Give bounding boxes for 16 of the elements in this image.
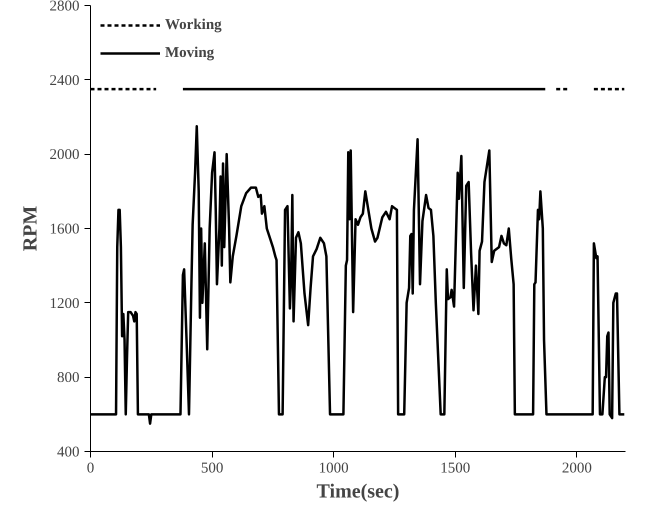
y-axis-title: RPM: [20, 206, 42, 252]
x-tick-label: 1000: [318, 460, 349, 476]
y-tick-label: 2400: [50, 72, 80, 89]
x-tick-label: 1500: [440, 460, 470, 476]
y-tick-label: 1200: [50, 296, 80, 312]
legend-label: Moving: [165, 44, 214, 62]
y-tick-label: 1600: [50, 222, 80, 238]
y-tick-label: 800: [57, 370, 80, 386]
y-tick-label: 400: [57, 444, 80, 460]
x-axis-title: Time(sec): [316, 480, 400, 502]
y-tick-label: 2800: [50, 0, 80, 14]
y-tick-label: 2000: [50, 147, 80, 164]
x-tick-label: 2000: [562, 460, 592, 476]
x-tick-label: 500: [200, 460, 224, 476]
x-tick-label: 0: [86, 460, 94, 476]
legend-label: Working: [165, 16, 222, 34]
